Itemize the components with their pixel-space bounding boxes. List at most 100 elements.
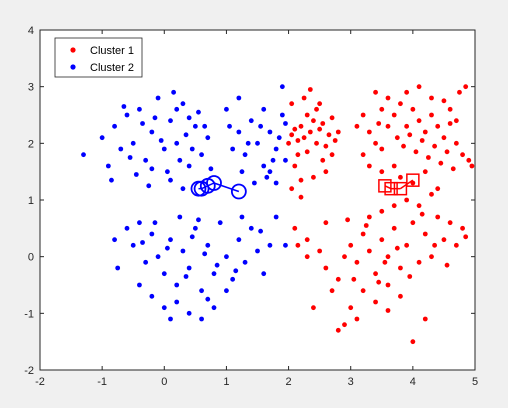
cluster-1-point [398,265,403,271]
cluster-1-point [429,191,434,197]
cluster-2-point [158,138,164,143]
y-tick-label: 3 [28,82,34,94]
x-tick-label: 2 [286,376,292,388]
cluster-1-point [401,143,406,149]
cluster-1-centroid-path [384,185,392,190]
cluster-1-point [407,274,413,279]
cluster-1-point [379,169,385,175]
cluster-2-point [261,106,267,112]
cluster-2-point [279,84,285,90]
cluster-1-point [379,146,385,152]
cluster-2-point [192,225,198,231]
cluster-1-point [453,140,459,146]
cluster-1-point [323,169,329,175]
cluster-2-point [211,305,217,311]
cluster-2-point [199,288,204,294]
cluster-1-point [394,245,400,251]
cluster-1-point [289,186,295,192]
cluster-2-point [283,121,288,126]
cluster-2-point [239,214,245,220]
cluster-1-point [416,203,422,209]
cluster-1-point [450,166,456,172]
cluster-1-point [360,288,366,294]
cluster-2-point [174,299,180,305]
cluster-2-point [164,245,170,251]
cluster-1-point [317,101,323,107]
cluster-1-point [416,259,422,265]
cluster-1-point [323,220,329,226]
cluster-1-point [438,160,444,166]
x-tick-label: 3 [348,376,354,388]
cluster-1-point [323,265,329,271]
y-tick-label: 2 [28,138,34,150]
cluster-1-point [444,149,450,155]
cluster-1-point [447,220,453,226]
cluster-1-point [404,197,410,203]
cluster-1-point [382,259,388,265]
plot-area [39,29,476,371]
cluster-2-point [149,293,155,299]
cluster-1-point [354,259,360,265]
cluster-2-point [283,242,288,248]
cluster-2-point [168,316,173,322]
cluster-1-point [379,106,385,112]
x-tick-label: -2 [35,376,45,388]
cluster-1-point [407,132,413,138]
cluster-2-point [211,271,217,277]
cluster-1-point [457,89,462,95]
cluster-2-point [261,163,267,169]
cluster-1-point [422,169,428,175]
cluster-2-point [242,259,248,265]
cluster-2-point [239,169,245,175]
cluster-1-point [398,174,403,180]
cluster-1-point [332,138,338,143]
cluster-1-point [416,118,422,124]
cluster-2-point [186,115,192,121]
cluster-1-point [410,339,416,345]
legend-marker-cluster-2 [70,64,76,70]
cluster-1-point [432,143,438,149]
cluster-1-point [295,152,301,158]
cluster-1-point [292,225,298,231]
cluster-1-point [317,126,323,132]
cluster-2-point [227,123,232,129]
cluster-1-point [410,106,416,112]
cluster-2-point [205,242,211,248]
cluster-1-point [342,254,347,260]
cluster-2-point [189,234,195,240]
cluster-2-point [283,157,288,163]
cluster-2-point [112,123,117,129]
cluster-2-centroid [206,175,222,191]
cluster-2-point [270,157,276,163]
cluster-1-point [394,135,400,141]
cluster-1-point [317,248,323,254]
cluster-1-point [292,163,298,169]
legend-marker-cluster-1 [70,47,76,53]
cluster-1-point [307,87,313,92]
cluster-2-point [242,152,248,158]
cluster-2-point [186,310,192,316]
cluster-1-point [326,132,332,138]
cluster-1-point [311,174,316,180]
cluster-2-point [161,305,167,311]
cluster-1-point [441,237,447,243]
cluster-1-point [335,129,341,135]
cluster-1-point [385,95,391,101]
cluster-1-point [298,123,304,129]
cluster-1-point [463,234,469,240]
cluster-2-point [171,89,177,95]
y-tick-label: 0 [28,252,34,264]
cluster-2-point [230,146,236,152]
y-axis-ticks: -2 -1 0 1 2 3 4 [24,25,475,377]
x-tick-label: 4 [410,376,416,388]
cluster-1-point [410,220,416,226]
y-tick-label: 4 [28,25,34,37]
cluster-2-point [155,254,161,260]
cluster-2-centroid-path [201,185,209,190]
cluster-1-point [345,217,351,223]
cluster-1-point [295,138,301,143]
cluster-2-point [143,259,149,265]
cluster-2-point [99,135,105,141]
cluster-1-point [425,155,431,160]
cluster-1-point [391,163,397,169]
